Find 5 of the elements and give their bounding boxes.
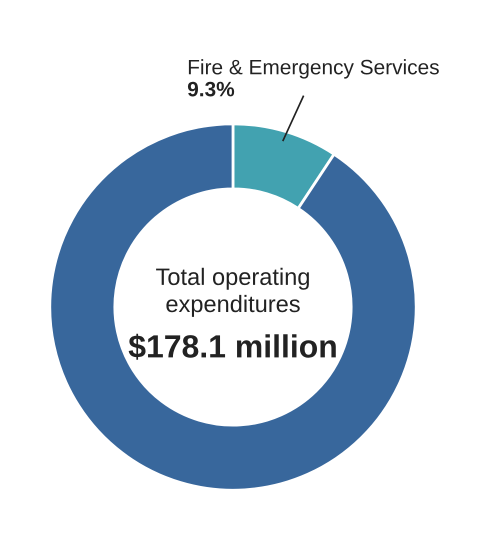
text: $178.1 million [128,334,336,360]
donut-slice [48,122,418,492]
slice-label: Fire & Emergency Services [188,59,439,79]
text: Total operating expenditures [156,268,309,317]
data-label: 9.3% [188,82,234,96]
